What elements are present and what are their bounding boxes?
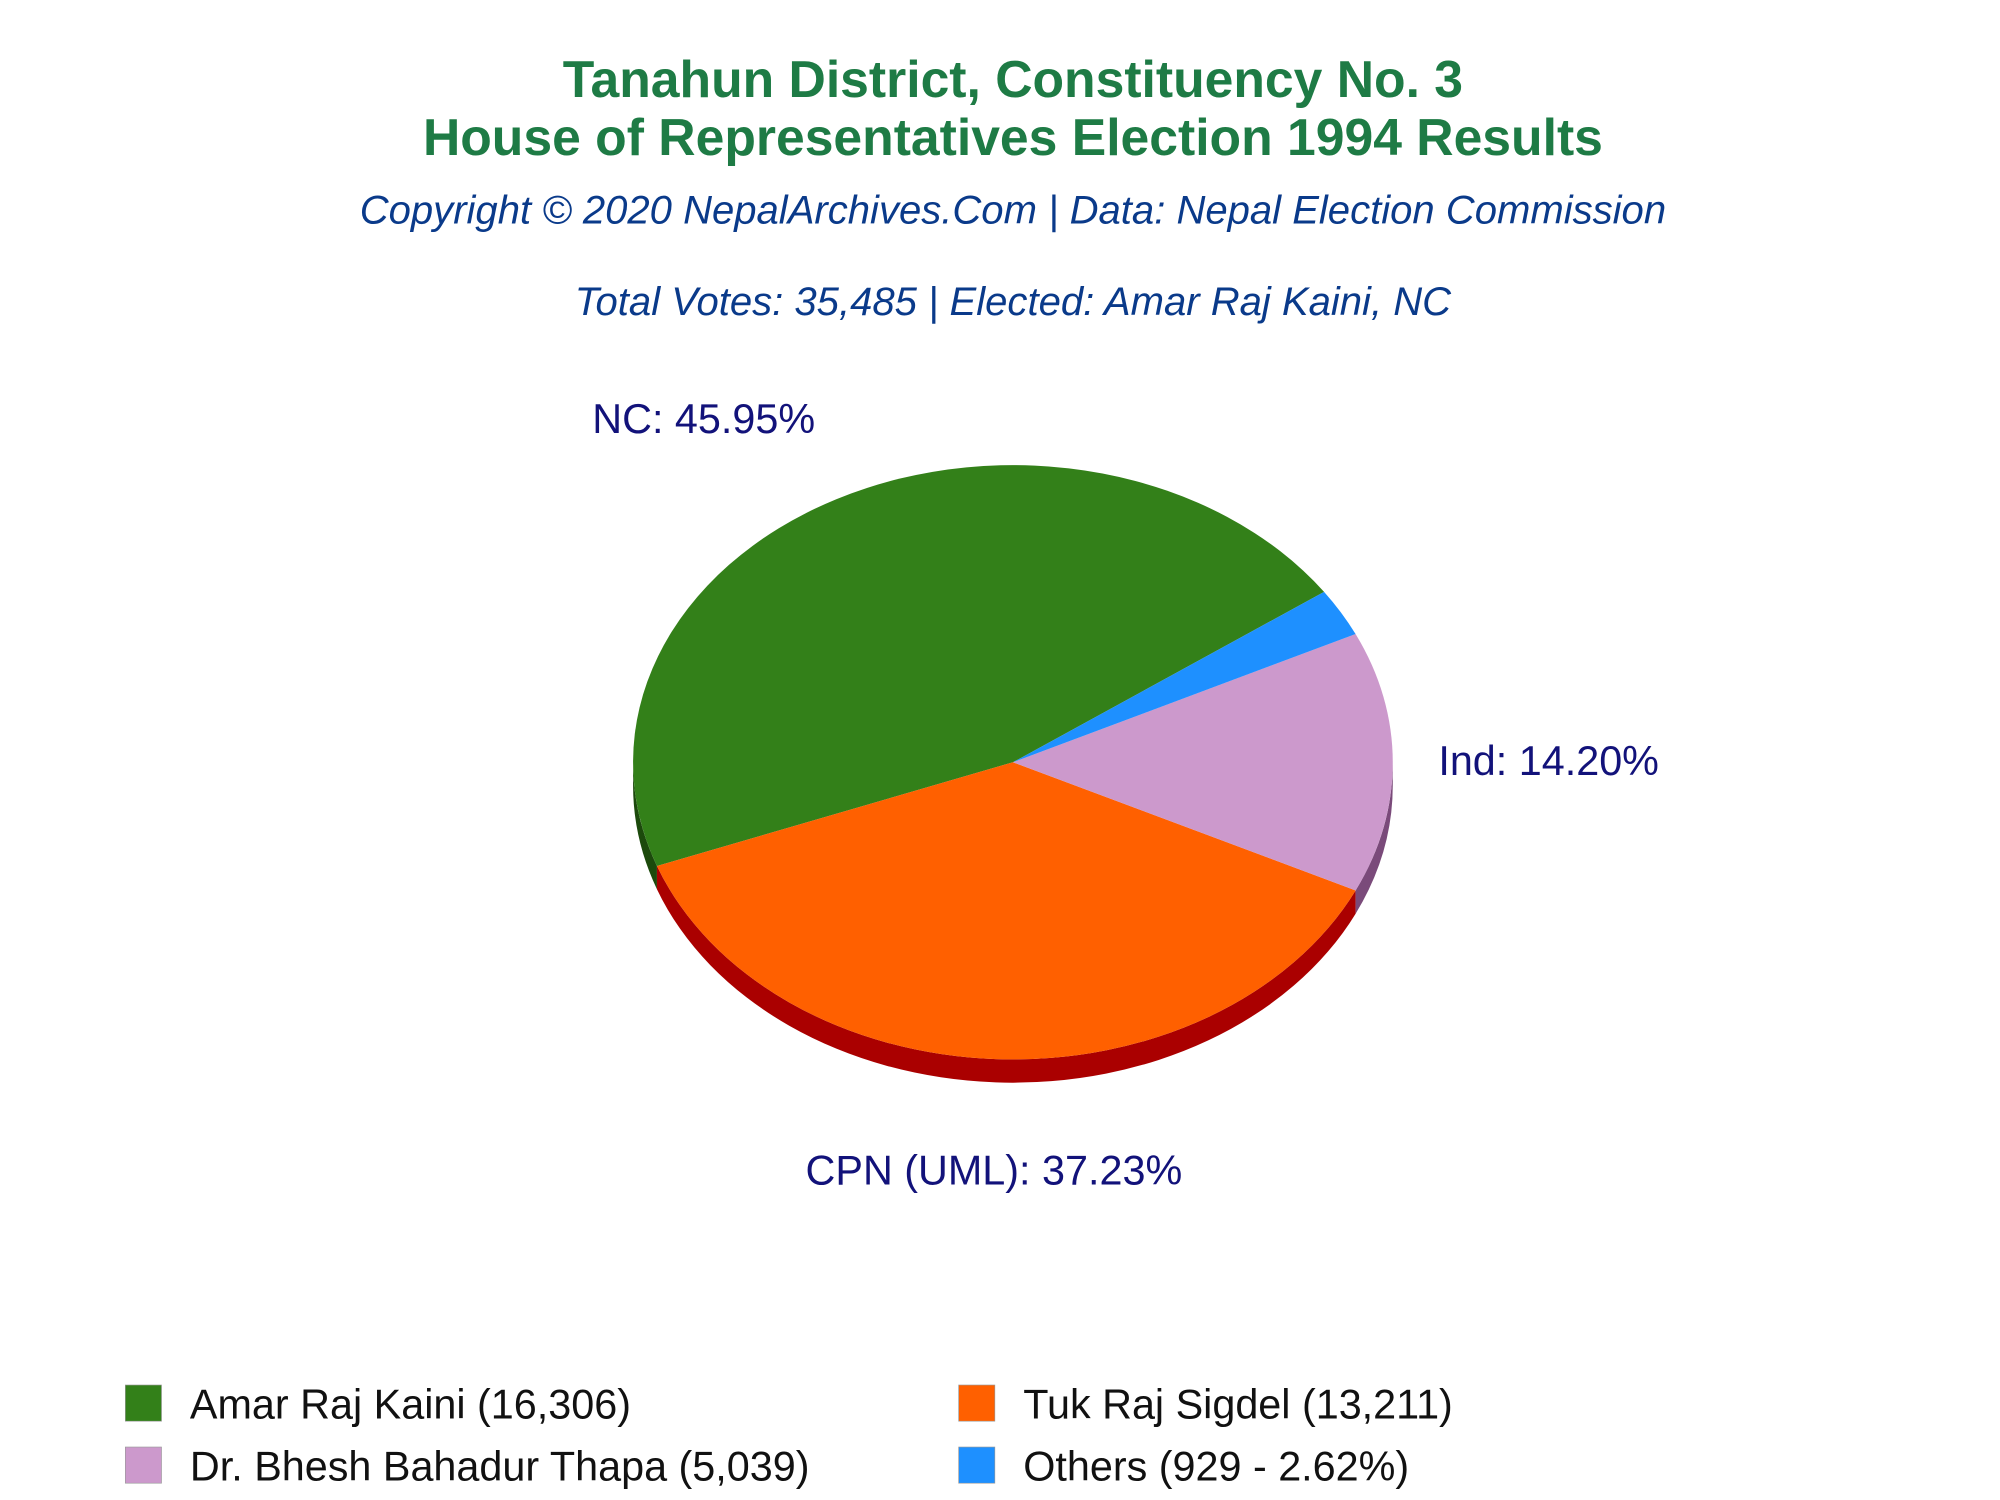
legend-swatch [958, 1446, 996, 1484]
chart-title: House of Representatives Election 1994 R… [423, 108, 1603, 166]
slice-label: Ind: 14.20% [1438, 738, 1659, 784]
legend-label: Amar Raj Kaini (16,306) [190, 1382, 631, 1428]
slice-side [633, 762, 657, 890]
slice [1012, 591, 1356, 763]
slice-side [656, 865, 1356, 1083]
slice [633, 465, 1325, 866]
legend-swatch [124, 1384, 162, 1422]
slice [656, 762, 1356, 1060]
slice-label: NC: 45.95% [592, 396, 815, 442]
legend-swatch [124, 1446, 162, 1484]
legend-label: Tuk Raj Sigdel (13,211) [1023, 1382, 1453, 1428]
slice-side [1355, 762, 1393, 914]
legend-label: Others (929 - 2.62%) [1023, 1444, 1409, 1490]
slice [1012, 634, 1393, 891]
chart-title: Tanahun District, Constituency No. 3 [563, 50, 1463, 108]
legend-swatch [958, 1384, 996, 1422]
chart-subtitle: Copyright © 2020 NepalArchives.Com | Dat… [360, 189, 1666, 233]
legend-label: Dr. Bhesh Bahadur Thapa (5,039) [190, 1444, 810, 1490]
annotation: Total Votes: 35,485 | Elected: Amar Raj … [575, 280, 1452, 324]
slice-label: CPN (UML): 37.23% [806, 1147, 1183, 1193]
